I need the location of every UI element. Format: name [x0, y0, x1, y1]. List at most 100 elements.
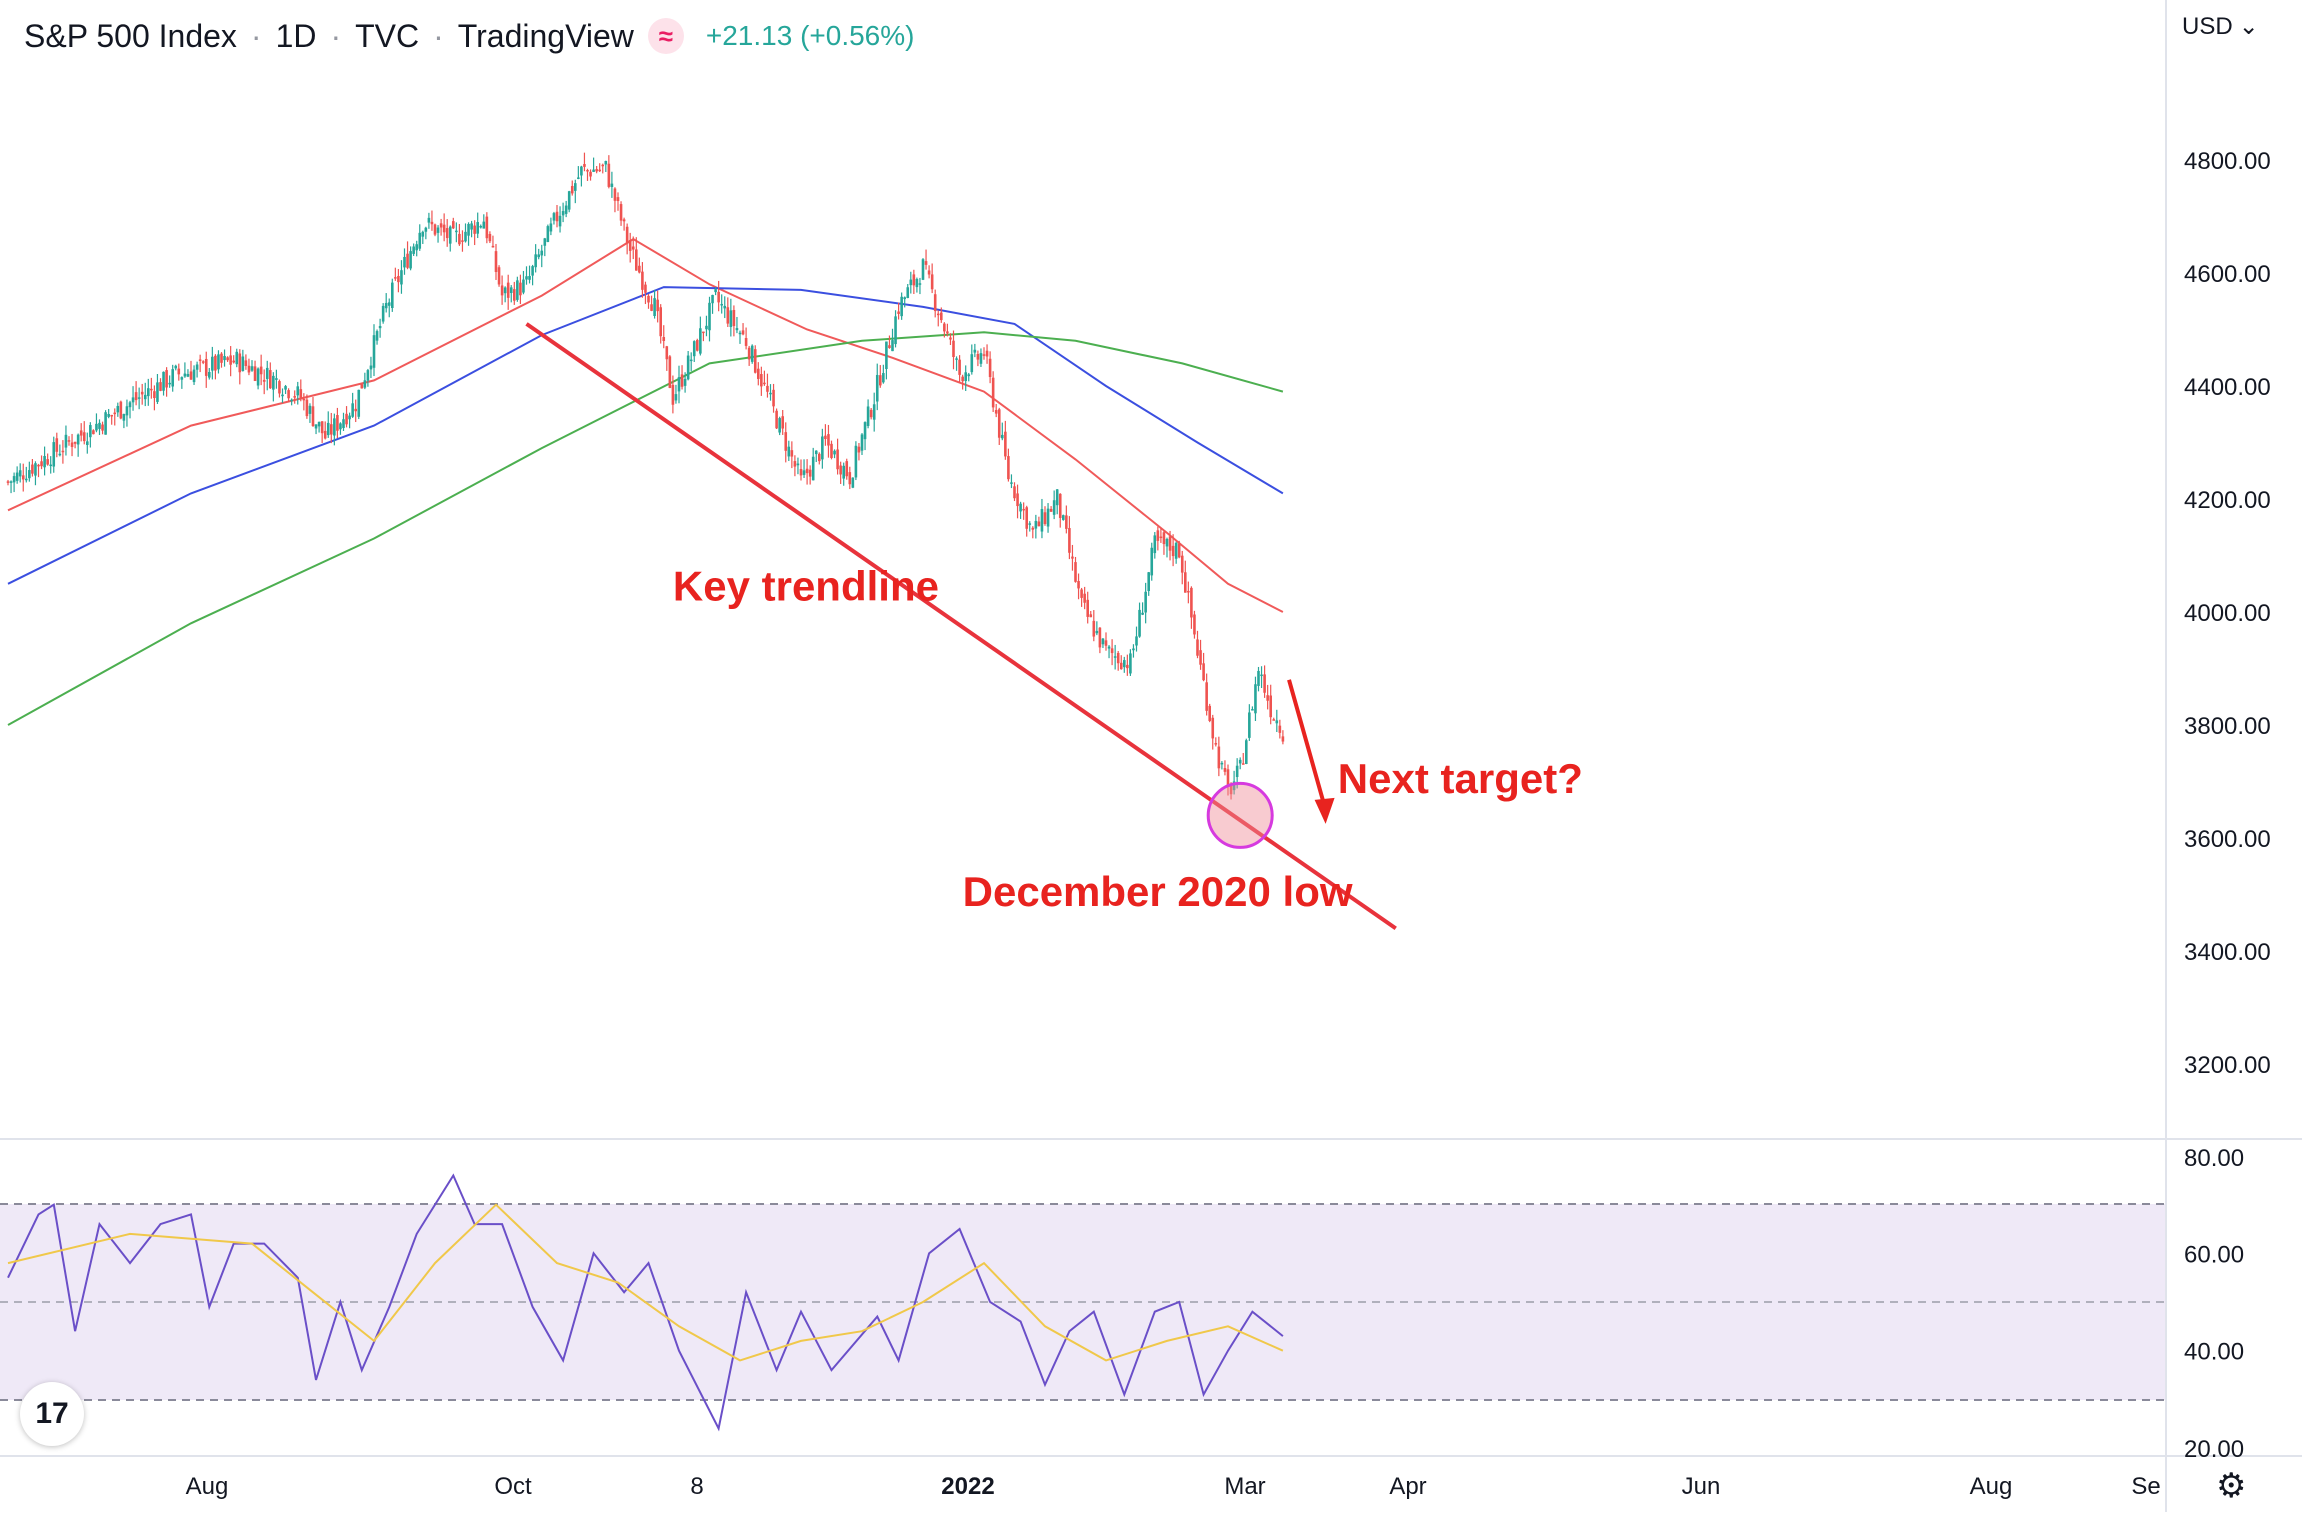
annotation-key-trendline[interactable]: Key trendline — [673, 563, 939, 610]
candle-body — [1281, 736, 1285, 742]
candle-body — [226, 357, 229, 361]
candle-body — [461, 240, 464, 242]
candle-body — [1001, 434, 1004, 439]
candle-body — [122, 413, 126, 421]
candle-body — [28, 470, 31, 479]
candle-body — [500, 285, 504, 296]
candle-body — [808, 469, 812, 477]
annotation-december-2020-low[interactable]: December 2020 low — [963, 868, 1353, 915]
candle-body — [1019, 503, 1022, 512]
moving-average-group — [7, 237, 1284, 726]
candle-body — [1004, 431, 1007, 457]
candle-body — [1208, 705, 1211, 721]
candle-body — [1132, 648, 1135, 651]
candle-body — [1254, 684, 1257, 714]
candle-body — [836, 449, 839, 470]
candle-body — [269, 370, 272, 389]
candle-body — [400, 270, 403, 285]
candle-body — [982, 354, 986, 356]
candle-body — [156, 382, 159, 402]
candle-body — [976, 354, 980, 360]
candle-body — [1013, 486, 1016, 499]
price-tick-label: 4000.00 — [2184, 600, 2271, 627]
price-tick-label: 3400.00 — [2184, 939, 2271, 966]
candle-body — [961, 376, 964, 382]
candle-body — [1275, 720, 1279, 724]
candle-body — [198, 359, 202, 361]
candle-body — [473, 225, 476, 234]
candle-body — [930, 274, 934, 290]
candle-body — [534, 254, 537, 268]
candle-body — [516, 280, 519, 300]
candle-body — [464, 231, 467, 242]
candle-body — [159, 382, 162, 391]
candle-body — [830, 443, 833, 458]
candle-body — [503, 287, 507, 294]
candle-body — [192, 369, 196, 383]
candle-body — [195, 364, 199, 370]
candles-group — [6, 152, 1285, 800]
interval-label[interactable]: 1D — [275, 17, 317, 54]
candle-body — [375, 331, 379, 341]
candle-body — [875, 374, 879, 402]
candle-body — [253, 366, 257, 381]
key-trendline[interactable] — [525, 322, 1397, 931]
candle-body — [445, 228, 449, 239]
candle-body — [1028, 523, 1032, 525]
candle-body — [1266, 695, 1269, 701]
time-axis-label: Se — [2131, 1473, 2160, 1500]
candle-body — [12, 476, 16, 483]
next-target-arrow[interactable] — [1287, 679, 1328, 811]
candle-body — [131, 397, 135, 403]
candle-body — [1153, 535, 1157, 554]
annotation-overlay-group: Key trendline Next target? December 2020 l… — [525, 322, 1583, 931]
december-2020-low-marker[interactable] — [1206, 781, 1274, 849]
currency-selector[interactable]: USD ⌄ — [2182, 12, 2259, 41]
candle-body — [631, 246, 635, 250]
candle-body — [564, 205, 568, 214]
candle-body — [714, 289, 717, 293]
candle-body — [241, 356, 245, 371]
rsi-tick-label: 60.00 — [2184, 1241, 2244, 1268]
symbol-name[interactable]: S&P 500 Index — [24, 17, 237, 54]
indicator-badge-icon[interactable]: ≈ — [647, 18, 684, 54]
candle-body — [1138, 609, 1141, 637]
candle-body — [979, 353, 983, 364]
annotation-next-target[interactable]: Next target? — [1338, 755, 1583, 802]
time-axis-label: Oct — [494, 1473, 532, 1500]
candle-body — [381, 305, 385, 322]
time-axis-label: 2022 — [941, 1473, 994, 1500]
candle-body — [336, 415, 339, 431]
candle-body — [232, 360, 235, 363]
candle-body — [208, 371, 211, 378]
candle-body — [1232, 781, 1236, 791]
candle-body — [711, 294, 714, 304]
candle-body — [882, 373, 885, 383]
candle-body — [397, 275, 400, 283]
candle-body — [433, 224, 437, 235]
candle-body — [497, 267, 501, 285]
time-axis-label: Aug — [1970, 1473, 2013, 1500]
candle-body — [1263, 674, 1266, 693]
candle-body — [821, 436, 824, 460]
settings-gear-icon[interactable]: ⚙ — [2216, 1467, 2247, 1505]
candle-body — [1238, 759, 1242, 764]
candle-body — [732, 309, 736, 327]
tradingview-logo-icon[interactable]: 17 — [20, 1382, 84, 1446]
candle-body — [577, 177, 580, 179]
candle-body — [92, 430, 95, 435]
candle-body — [1135, 636, 1138, 646]
rsi-ma-line — [7, 1203, 1284, 1362]
time-axis-label: Mar — [1224, 1473, 1265, 1500]
candle-body — [1089, 614, 1093, 618]
candle-body — [1147, 572, 1150, 592]
candle-body — [1229, 785, 1233, 795]
candle-body — [455, 230, 458, 233]
candle-body — [811, 456, 815, 481]
candle-body — [250, 366, 254, 371]
candle-body — [1113, 656, 1117, 658]
candle-body — [653, 298, 656, 316]
candle-body — [458, 233, 461, 245]
candle-body — [790, 450, 794, 457]
